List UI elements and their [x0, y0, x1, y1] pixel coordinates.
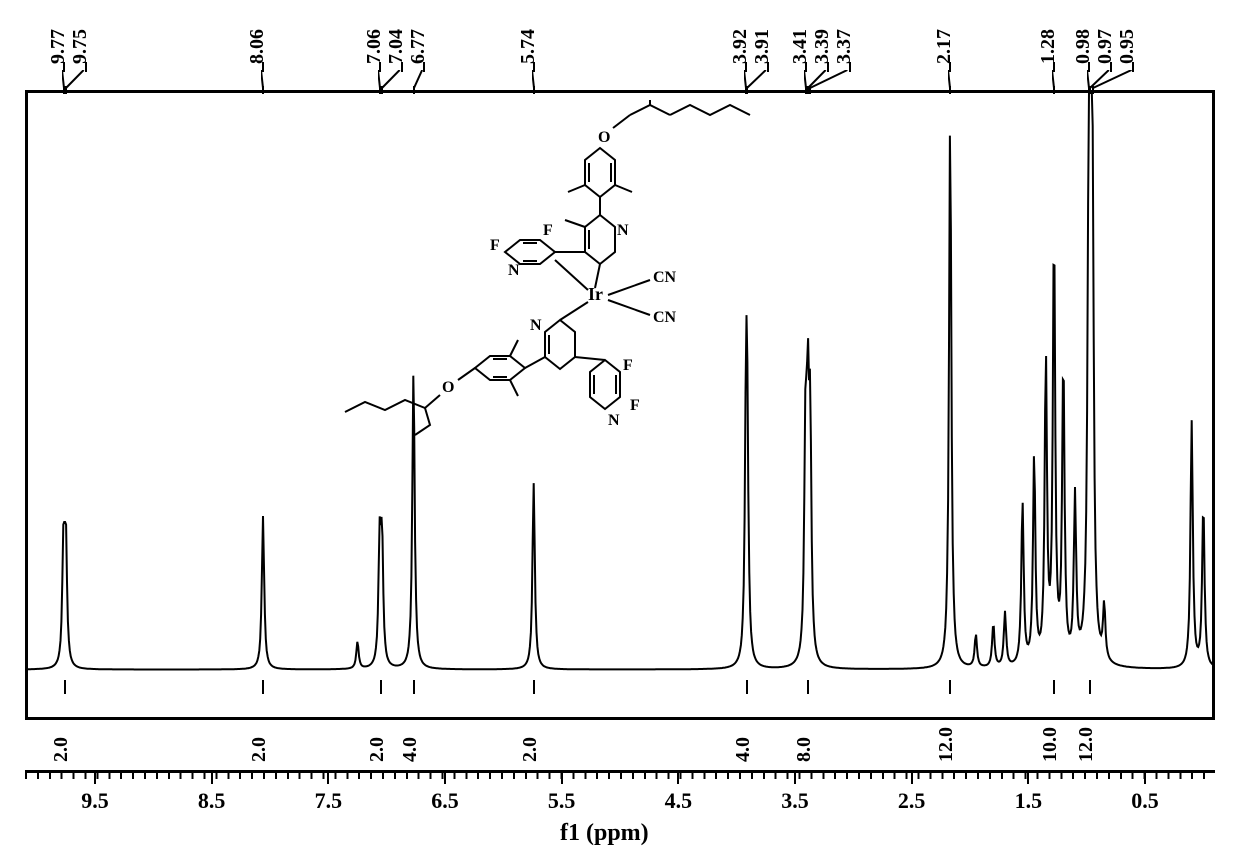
peak-label: 0.95: [1116, 29, 1139, 64]
integral-label: 4.0: [732, 737, 755, 762]
integral-label: 10.0: [1039, 727, 1062, 762]
peak-label: 7.06: [363, 29, 386, 64]
svg-text:N: N: [617, 222, 629, 239]
x-axis-label: f1 (ppm): [560, 820, 649, 847]
peak-label: 6.77: [407, 29, 430, 64]
peak-label: 1.28: [1037, 29, 1060, 64]
axis-tick-label: 8.5: [192, 788, 232, 814]
svg-text:N: N: [508, 262, 520, 279]
integral-label: 12.0: [1075, 727, 1098, 762]
svg-text:CN: CN: [653, 269, 677, 286]
axis-tick-label: 4.5: [658, 788, 698, 814]
svg-text:N: N: [530, 317, 542, 334]
peak-label: 2.17: [933, 29, 956, 64]
integral-label: 2.0: [366, 737, 389, 762]
peak-label: 8.06: [246, 29, 269, 64]
axis-tick-label: 1.5: [1008, 788, 1048, 814]
peak-label: 0.97: [1094, 29, 1117, 64]
integral-label: 8.0: [793, 737, 816, 762]
integral-label: 2.0: [248, 737, 271, 762]
svg-text:F: F: [490, 237, 500, 254]
axis-tick-label: 2.5: [892, 788, 932, 814]
integral-label: 2.0: [519, 737, 542, 762]
peak-label: 7.04: [385, 29, 408, 64]
axis-tick-label: 0.5: [1125, 788, 1165, 814]
svg-text:F: F: [543, 222, 553, 239]
peak-label: 9.75: [69, 29, 92, 64]
axis-tick-label: 9.5: [75, 788, 115, 814]
chemical-structure: O N F N F Ir CN CN N: [330, 100, 760, 480]
svg-text:O: O: [442, 379, 454, 396]
peak-label: 3.39: [811, 29, 834, 64]
svg-text:F: F: [623, 357, 633, 374]
peak-label: 3.37: [833, 29, 856, 64]
integral-label: 2.0: [50, 737, 73, 762]
svg-text:N: N: [608, 412, 620, 429]
peak-label: 3.41: [789, 29, 812, 64]
peak-label: 3.91: [751, 29, 774, 64]
peak-label: 5.74: [517, 29, 540, 64]
peak-label: 0.98: [1072, 29, 1095, 64]
axis-tick-label: 6.5: [425, 788, 465, 814]
peak-label: 3.92: [729, 29, 752, 64]
svg-text:O: O: [598, 129, 610, 146]
integral-label: 12.0: [935, 727, 958, 762]
integral-label: 4.0: [399, 737, 422, 762]
svg-text:CN: CN: [653, 309, 677, 326]
axis-tick-label: 3.5: [775, 788, 815, 814]
axis-tick-label: 5.5: [542, 788, 582, 814]
axis-tick-label: 7.5: [308, 788, 348, 814]
svg-text:F: F: [630, 397, 640, 414]
peak-label: 9.77: [47, 29, 70, 64]
